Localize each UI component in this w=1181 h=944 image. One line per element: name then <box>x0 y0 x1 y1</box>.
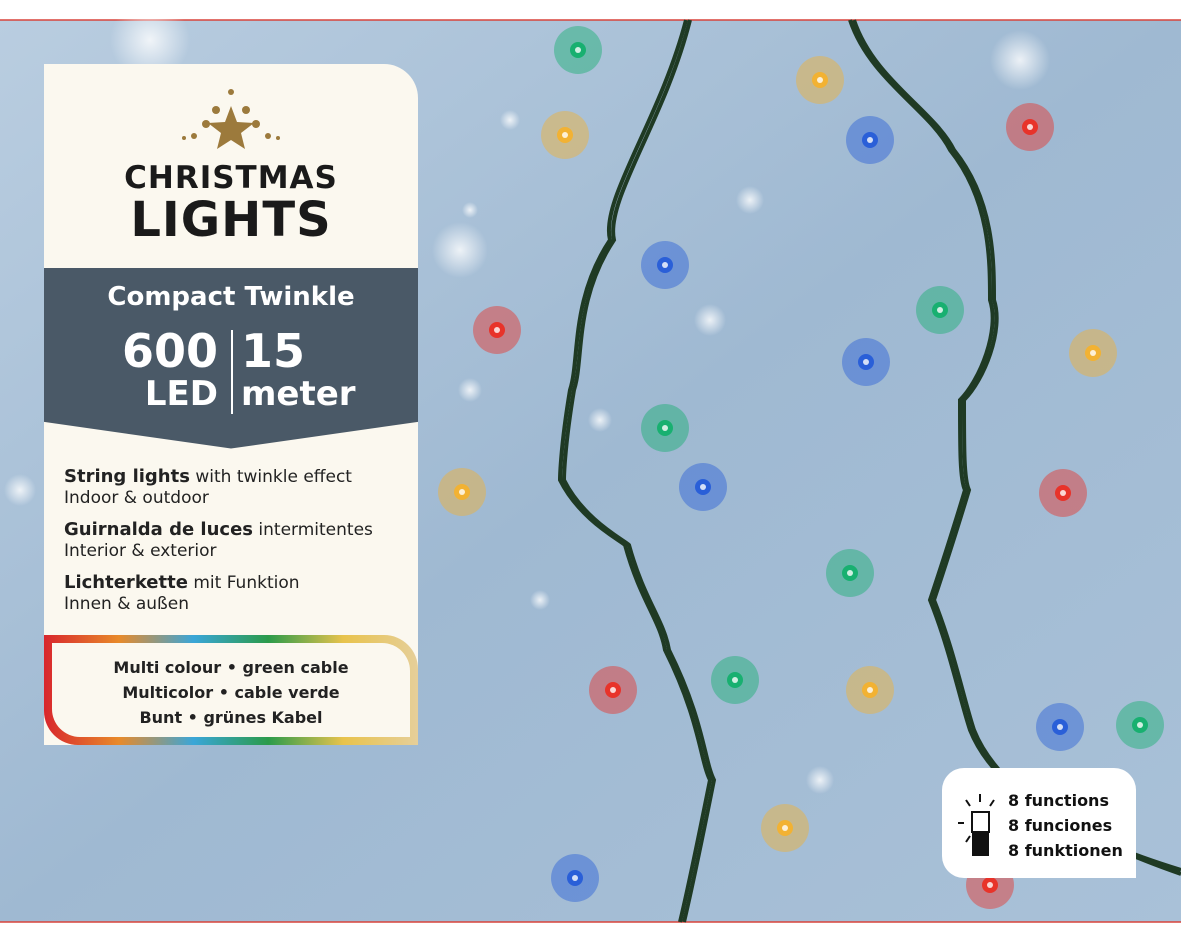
bokeh-dot <box>806 766 834 794</box>
led-core <box>572 875 578 881</box>
description-line2: Interior & exterior <box>64 541 217 561</box>
separator <box>231 330 233 414</box>
led-core <box>494 327 500 333</box>
description-line2: Innen & außen <box>64 594 189 614</box>
led-count: 600 <box>121 324 218 378</box>
bokeh-dot <box>432 222 488 278</box>
description-rest: mit Funktion <box>193 573 300 593</box>
led-core <box>863 359 869 365</box>
label-panel: CHRISTMAS LIGHTS Compact Twinkle 600 LED… <box>44 64 418 745</box>
stars-icon <box>182 89 280 149</box>
led-core <box>987 882 993 888</box>
product-name: Compact Twinkle <box>107 282 355 312</box>
led-core <box>575 47 581 53</box>
led-core <box>1057 724 1063 730</box>
function-line: 8 functions <box>1008 791 1109 810</box>
led-core <box>562 132 568 138</box>
bokeh-dot <box>694 304 726 336</box>
length: 15 <box>241 324 306 378</box>
led-core <box>937 307 943 313</box>
description-line: Lichterkette mit Funktion <box>64 572 300 594</box>
length-unit: meter <box>241 374 356 414</box>
leds <box>438 26 1164 909</box>
led-core <box>662 262 668 268</box>
functions-box: 8 functions 8 funciones 8 funktionen <box>942 768 1136 878</box>
description-rest: intermitentes <box>258 520 373 540</box>
description-rest: with twinkle effect <box>195 467 352 487</box>
led-core <box>459 489 465 495</box>
function-line: 8 funktionen <box>1008 841 1123 860</box>
description-line: Guirnalda de luces intermitentes <box>64 519 373 541</box>
cables <box>557 19 1181 923</box>
led-unit: LED <box>144 374 218 414</box>
led-core <box>662 425 668 431</box>
led-core <box>610 687 616 693</box>
led-core <box>867 137 873 143</box>
description: String lights with twinkle effect Indoor … <box>64 466 352 509</box>
bokeh <box>4 0 1050 794</box>
led-core <box>732 677 738 683</box>
description: Guirnalda de luces intermitentes Interior… <box>64 519 373 562</box>
led-core <box>700 484 706 490</box>
colour-box: Multi colour • green cable Multicolor • c… <box>44 635 418 745</box>
colour-line: Bunt • grünes Kabel <box>139 708 323 727</box>
led-core <box>1090 350 1096 356</box>
title-line2: LIGHTS <box>130 192 332 248</box>
bokeh-dot <box>110 0 190 80</box>
led-core <box>782 825 788 831</box>
led-core <box>817 77 823 83</box>
description: Lichterkette mit Funktion Innen & außen <box>64 572 300 615</box>
bokeh-dot <box>462 202 478 218</box>
led-core <box>847 570 853 576</box>
function-line: 8 funciones <box>1008 816 1113 835</box>
bokeh-dot <box>588 408 612 432</box>
controller-icon <box>958 794 995 856</box>
bokeh-dot <box>500 110 520 130</box>
description-bold: Lichterkette <box>64 572 188 593</box>
colour-line: Multi colour • green cable <box>113 658 349 677</box>
description-bold: String lights <box>64 466 190 487</box>
led-core <box>1027 124 1033 130</box>
description-line: String lights with twinkle effect <box>64 466 352 488</box>
title-line1: CHRISTMAS <box>124 160 338 196</box>
banner: Compact Twinkle 600 LED 15 meter <box>44 268 418 449</box>
led-core <box>867 687 873 693</box>
colour-lines: Multi colour • green cable Multicolor • c… <box>52 643 410 737</box>
bokeh-dot <box>458 378 482 402</box>
bokeh-dot <box>4 474 36 506</box>
bokeh-dot <box>736 186 764 214</box>
led-core <box>1060 490 1066 496</box>
functions-lines: 8 functions 8 funciones 8 funktionen <box>1008 788 1123 863</box>
bokeh-dot <box>530 590 550 610</box>
led-core <box>1137 722 1143 728</box>
colour-line: Multicolor • cable verde <box>122 683 340 702</box>
bokeh-dot <box>990 30 1050 90</box>
description-line2: Indoor & outdoor <box>64 488 209 508</box>
description-bold: Guirnalda de luces <box>64 519 253 540</box>
